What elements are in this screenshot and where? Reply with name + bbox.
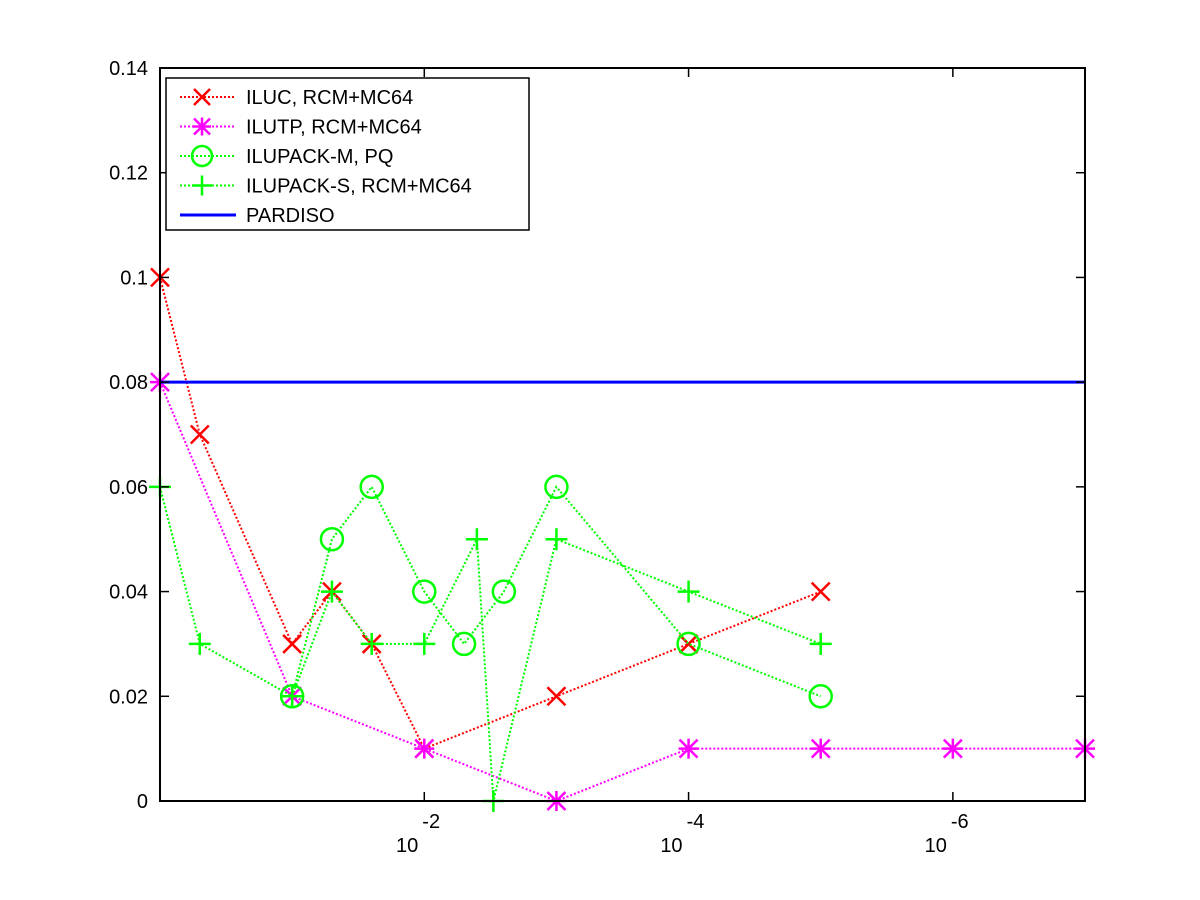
data-point [465, 528, 488, 551]
series-1 [150, 372, 1095, 811]
data-point [545, 528, 568, 551]
plot-frame [159, 67, 1086, 802]
y-tick-label: 0.08 [109, 372, 148, 394]
legend-label: ILUPACK-M, PQ [246, 146, 393, 168]
y-tick-label: 0.04 [109, 582, 148, 604]
data-point [281, 685, 304, 708]
x-tick-label-exponent: -2 [422, 811, 440, 833]
legend-entry: PARDISO [180, 205, 335, 227]
series-line [291, 485, 822, 698]
series-layer [149, 267, 1095, 812]
data-point [414, 738, 435, 759]
legend-entry: ILUPACK-S, RCM+MC64 [180, 175, 472, 198]
data-point [676, 631, 701, 657]
data-point [319, 526, 345, 552]
data-point [810, 738, 831, 759]
data-point [546, 686, 567, 707]
legend: ILUC, RCM+MC64 ILUTP, RCM+MC64 ILUPACK-M, … [165, 77, 530, 231]
y-tick-label: 0.1 [120, 267, 148, 289]
data-point [413, 632, 436, 655]
data-point [544, 474, 569, 500]
legend-label: PARDISO [246, 205, 335, 227]
data-point [451, 631, 477, 657]
legend-entry: ILUPACK-M, PQ [180, 144, 393, 168]
data-point [678, 738, 699, 759]
x-tick-label-exponent: -4 [687, 811, 705, 833]
data-point [942, 738, 963, 759]
series-line [159, 381, 1085, 803]
legend-marker [190, 144, 214, 168]
data-point [359, 474, 384, 500]
data-point [810, 581, 831, 602]
x-tick-label-base: 10 [925, 835, 947, 857]
data-point [320, 580, 343, 603]
data-point [282, 634, 303, 654]
y-tick-label: 0 [137, 791, 148, 813]
data-point [808, 684, 833, 709]
legend-marker [193, 88, 211, 106]
series-line [159, 486, 822, 802]
data-point [412, 579, 437, 604]
legend-box [165, 77, 530, 231]
data-point [677, 580, 700, 603]
x-tick-label-base: 10 [660, 835, 682, 857]
data-point [809, 632, 832, 655]
data-point [678, 634, 699, 654]
series-line [159, 277, 822, 750]
y-tick-label: 0.12 [109, 163, 148, 185]
series-2 [279, 474, 833, 709]
data-point [189, 424, 210, 445]
legend-label: ILUTP, RCM+MC64 [246, 117, 422, 139]
legend-label: ILUC, RCM+MC64 [246, 87, 413, 109]
legend-label: ILUPACK-S, RCM+MC64 [246, 176, 472, 198]
data-point [188, 632, 211, 655]
legend-entry: ILUC, RCM+MC64 [180, 87, 413, 109]
y-tick-label: 0.06 [109, 477, 148, 499]
y-tick-label: 0.02 [109, 686, 148, 708]
data-point [360, 632, 383, 655]
x-tick-label-base: 10 [396, 835, 418, 857]
legend-marker [193, 117, 211, 136]
series-0 [150, 267, 831, 759]
legend-marker [192, 175, 212, 196]
data-point [491, 579, 517, 604]
series-3 [149, 475, 832, 812]
x-tick-label-exponent: -6 [951, 811, 969, 833]
y-tick-label: 0.14 [109, 58, 148, 80]
legend-entry: ILUTP, RCM+MC64 [180, 117, 422, 139]
